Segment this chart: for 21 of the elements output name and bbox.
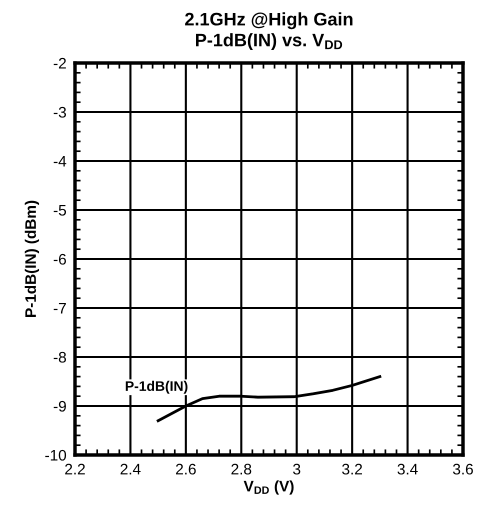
y-tick-label: -4 [54,156,66,167]
y-tick-label: -6 [54,254,66,265]
y-tick-label: -3 [54,106,66,118]
x-tick-label: 3.6 [452,464,473,475]
chart-title: 2.1GHz @High Gain P-1dB(IN) vs. V$_{DD}$ [185,12,352,50]
y-tick-label: -10 [45,450,66,461]
y-tick-label: -8 [54,352,66,363]
y-tick-label: -9 [54,400,66,412]
x-tick-label: 2.8 [231,464,252,475]
y-axis-title: P-1dB(IN) (dBm) [24,200,40,317]
x-tick-label: 3.2 [342,464,362,475]
series-label: P-1dB(IN) [126,380,188,394]
x-tick-label: 3.4 [398,464,418,475]
x-tick-label: 2.6 [176,464,196,475]
x-axis-title: V$_{DD}$ (V) [244,480,294,495]
x-tick-label: 3 [293,464,300,475]
y-tick-label: -7 [54,303,66,314]
y-tick-label: -5 [54,205,66,216]
x-tick-label: 2.4 [120,464,141,474]
x-tick-label: 2.2 [65,464,85,474]
y-tick-label: -2 [54,58,66,69]
